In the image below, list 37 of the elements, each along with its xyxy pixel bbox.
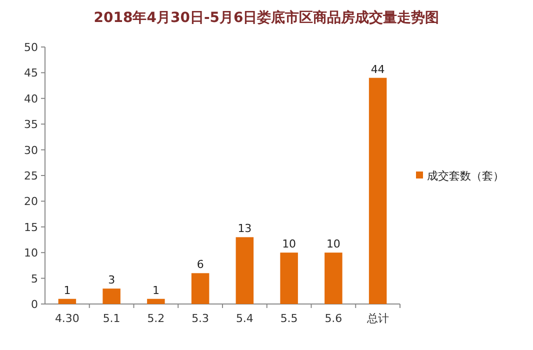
data-label: 13 (238, 222, 252, 236)
data-label: 10 (282, 238, 296, 251)
y-tick-label: 20 (24, 195, 38, 208)
x-tick-label: 4.30 (54, 312, 80, 325)
data-label: 10 (326, 238, 340, 251)
x-tick-label: 5.4 (236, 312, 254, 325)
bar (58, 298, 76, 304)
x-tick-label: 总计 (366, 312, 389, 325)
y-tick-label: 45 (24, 66, 38, 80)
bar (280, 252, 298, 304)
bar (368, 78, 387, 304)
y-tick-label: 50 (24, 41, 38, 54)
y-tick-label: 30 (24, 144, 38, 157)
data-label: 44 (370, 62, 385, 76)
bar (102, 288, 120, 304)
x-tick-label: 5.1 (102, 312, 120, 325)
legend-label: 成交套数（套） (427, 170, 504, 182)
y-tick-label: 0 (31, 298, 38, 311)
y-tick-label: 40 (24, 92, 38, 106)
data-label: 3 (108, 274, 116, 287)
y-tick-label: 10 (24, 246, 38, 260)
data-label: 6 (196, 258, 204, 272)
x-tick-label: 5.3 (192, 312, 210, 325)
x-tick-label: 5.2 (147, 312, 165, 325)
bar (147, 298, 165, 304)
bar (324, 252, 342, 304)
chart-title: 2018年4月30日-5月6日娄底市区商品房成交量走势图 (94, 9, 440, 26)
x-tick-label: 5.6 (324, 312, 342, 325)
y-tick-label: 25 (24, 170, 38, 182)
data-label: 1 (152, 284, 160, 297)
bar (236, 237, 254, 304)
y-tick-label: 35 (24, 118, 38, 132)
bar (191, 273, 210, 304)
data-label: 1 (64, 284, 71, 297)
y-tick-label: 15 (24, 220, 38, 234)
y-tick-label: 5 (31, 272, 38, 286)
x-tick-label: 5.5 (280, 312, 298, 325)
